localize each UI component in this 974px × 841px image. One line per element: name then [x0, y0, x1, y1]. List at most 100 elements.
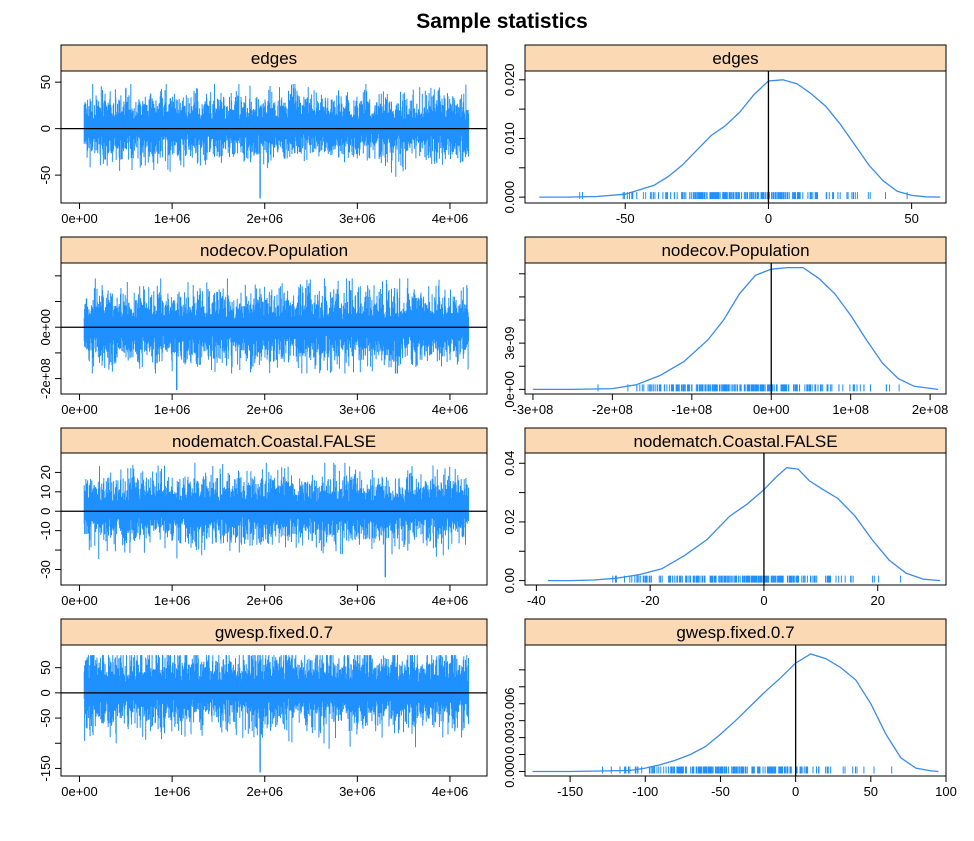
- x-tick-label: 0e+00: [61, 784, 98, 799]
- x-tick-label: -50: [616, 211, 635, 226]
- strip-label: edges: [251, 49, 297, 68]
- strip-label: gwesp.fixed.0.7: [215, 623, 333, 642]
- x-tick-label: -150: [557, 784, 583, 799]
- x-tick-label: 20: [870, 593, 884, 608]
- y-tick-label: 0.010: [502, 122, 517, 155]
- density-panel-0: edges -50 0 50 0.000 0.010 0.020: [502, 44, 947, 226]
- trace-line: [83, 278, 469, 391]
- x-tick-label: 4e+06: [432, 211, 469, 226]
- x-tick-label: 1e+08: [832, 402, 869, 417]
- x-tick-label: 3e+06: [339, 593, 376, 608]
- y-tick-label: 0.000: [502, 181, 517, 214]
- x-tick-label: 3e+06: [339, 402, 376, 417]
- trace-panel-2: nodematch.Coastal.FALSE 0e+00 1e+06 2e+06 3e…: [38, 427, 488, 608]
- panel-frame: [524, 452, 947, 586]
- x-tick-label: 2e+08: [912, 402, 949, 417]
- panel-frame: [60, 452, 488, 586]
- density-panel-1: nodecov.Population -3e+08 -2e+08 -1e+08 0e+0…: [502, 236, 949, 417]
- density-curve: [547, 467, 941, 582]
- x-tick-label: 1e+06: [154, 211, 191, 226]
- plot-area: [61, 278, 487, 391]
- x-tick-label: -20: [641, 593, 660, 608]
- density-panel-2: nodematch.Coastal.FALSE -40 -20 0 20 0.00 0.02…: [502, 427, 947, 608]
- panel-frame: [60, 70, 488, 204]
- x-tick-label: 50: [904, 211, 918, 226]
- panel-frame: [60, 262, 488, 395]
- strip-nodecov-population: [524, 236, 947, 264]
- y-tick-label: 50: [38, 75, 53, 89]
- strip-nodematch-coastal-false: [524, 427, 947, 454]
- strip-edges: [60, 44, 488, 72]
- y-tick-label: -10: [38, 521, 53, 540]
- y-tick-label: 0: [38, 508, 53, 515]
- y-tick-label: 0.006: [502, 687, 517, 720]
- y-tick-label: 0: [38, 689, 53, 696]
- x-tick-label: 0e+00: [61, 593, 98, 608]
- x-tick-label: 0: [760, 593, 767, 608]
- y-tick-label: -2e+08: [38, 358, 53, 399]
- x-tick-label: 1e+06: [154, 402, 191, 417]
- plot-area: [539, 71, 941, 203]
- x-tick-label: 0: [792, 784, 799, 799]
- y-tick-label: -50: [38, 166, 53, 185]
- y-tick-label: 0.020: [502, 64, 517, 97]
- trace-panel-0: edges 0e+00 1e+06 2e+06 3e+06 4e+06 -50 0 50: [38, 44, 488, 226]
- y-tick-label: 3e-09: [502, 327, 517, 360]
- x-tick-label: 0e+00: [61, 211, 98, 226]
- panel-frame: [524, 70, 947, 204]
- y-tick-label: -30: [38, 560, 53, 579]
- trace-panel-1: nodecov.Population 0e+00 1e+06 2e+06 3e+06 4e…: [38, 236, 488, 417]
- rug: [612, 575, 902, 583]
- density-curve: [532, 266, 939, 391]
- y-tick-label: 0e+00: [502, 371, 517, 408]
- x-tick-label: 2e+06: [246, 593, 283, 608]
- y-tick-label: 20: [38, 465, 53, 479]
- x-tick-label: -1e+08: [671, 402, 712, 417]
- panel-frame: [60, 644, 488, 777]
- x-tick-label: 4e+06: [432, 402, 469, 417]
- x-tick-label: -100: [632, 784, 658, 799]
- x-tick-label: 4e+06: [432, 784, 469, 799]
- strip-label: nodematch.Coastal.FALSE: [172, 432, 376, 451]
- y-tick-label: 0e+00: [38, 309, 53, 346]
- strip-nodematch-coastal-false: [60, 427, 488, 454]
- strip-label: nodecov.Population: [661, 241, 809, 260]
- x-tick-label: 3e+06: [339, 784, 376, 799]
- strip-gwesp-fixed-0-7: [524, 618, 947, 646]
- x-tick-label: 1e+06: [154, 593, 191, 608]
- rug: [579, 192, 908, 200]
- y-tick-label: 0.02: [502, 509, 517, 534]
- x-tick-label: -2e+08: [592, 402, 633, 417]
- density-panel-3: gwesp.fixed.0.7-150 -100 -50 0 50 1000.0000.0…: [502, 618, 957, 799]
- plot-area: [532, 645, 939, 776]
- trace-line: [83, 462, 469, 578]
- y-tick-label: 0.003: [502, 721, 517, 754]
- strip-label: edges: [712, 49, 758, 68]
- plot-area: [532, 263, 939, 394]
- x-tick-label: 0: [765, 211, 772, 226]
- y-tick-label: -150: [38, 755, 53, 781]
- y-tick-label: 0.000: [502, 755, 517, 788]
- x-tick-label: 1e+06: [154, 784, 191, 799]
- y-tick-label: 0.00: [502, 568, 517, 593]
- trace-panel-3: gwesp.fixed.0.7 0e+00 1e+06 2e+06 3e+06 4e+06…: [38, 618, 488, 799]
- strip-label: nodecov.Population: [200, 241, 348, 260]
- x-tick-label: -3e+08: [513, 402, 554, 417]
- x-tick-label: -50: [711, 784, 730, 799]
- y-tick-label: 0: [38, 125, 53, 132]
- strip-nodecov-population: [60, 236, 488, 264]
- x-tick-label: 2e+06: [246, 211, 283, 226]
- plot-area: [61, 84, 487, 199]
- x-tick-label: 50: [864, 784, 878, 799]
- strip-label: gwesp.fixed.0.7: [676, 623, 794, 642]
- x-tick-label: 2e+06: [246, 784, 283, 799]
- trace-line: [83, 655, 469, 773]
- x-tick-label: 2e+06: [246, 402, 283, 417]
- x-tick-label: 100: [935, 784, 957, 799]
- x-tick-label: 0e+00: [61, 402, 98, 417]
- strip-edges: [524, 44, 947, 72]
- plot-area: [547, 453, 941, 585]
- y-tick-label: 0.04: [502, 451, 517, 476]
